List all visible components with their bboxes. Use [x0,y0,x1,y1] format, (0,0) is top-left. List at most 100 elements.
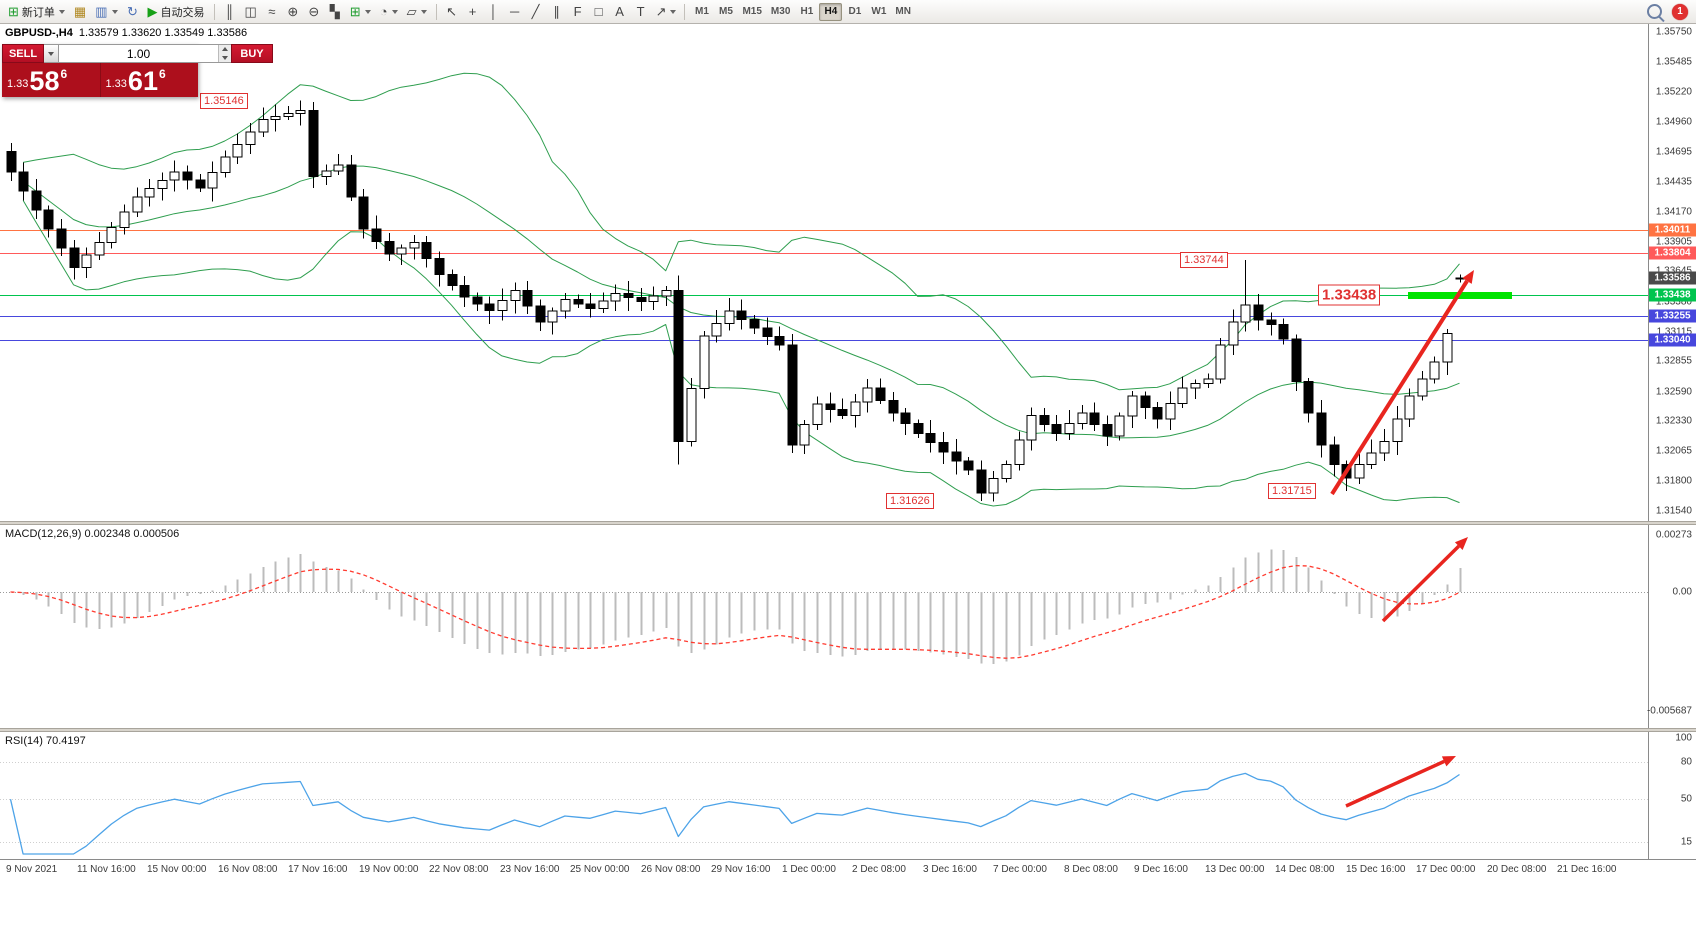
price-axis-tick: 1.32590 [1655,386,1692,398]
time-axis-label: 3 Dec 16:00 [923,864,977,875]
candlestick-chart-button[interactable]: ◫ [241,2,261,22]
time-axis-label: 15 Dec 16:00 [1346,864,1406,875]
text-label-icon: T [636,4,645,19]
time-axis-label: 1 Dec 00:00 [782,864,836,875]
timeframe-w1[interactable]: W1 [867,3,890,21]
autotrading-button[interactable]: ▶ 自动交易 [144,2,209,22]
profiles-button[interactable]: ▥ [91,2,121,22]
timeframe-m30[interactable]: M30 [767,3,794,21]
time-axis-label: 20 Dec 08:00 [1487,864,1547,875]
indicators-icon: ⊞ [349,4,361,19]
volume-increase-button[interactable] [219,45,231,54]
tile-windows-icon: ▚ [329,4,340,19]
equidistant-channel-button[interactable]: ∥ [547,2,567,22]
price-annotation: 1.31626 [886,493,934,509]
trendline-icon: ╱ [531,4,540,19]
new-order-button[interactable]: ⊞ 新订单 [4,2,69,22]
timeframe-mn[interactable]: MN [891,3,915,21]
arrows-button[interactable]: ↗ [652,2,681,22]
price-axis-tick: 1.31540 [1655,505,1692,517]
zoom-out-button[interactable]: ⊖ [304,2,324,22]
autotrading-label: 自动交易 [160,6,205,19]
chart-window-button[interactable]: ▦ [70,2,90,22]
price-tag: 1.33255 [1649,309,1696,323]
toolbar-separator [435,3,437,20]
dropdown-caret-icon [391,9,398,14]
price-annotation: 1.33744 [1180,252,1228,268]
search-icon[interactable] [1647,4,1662,19]
chart-ohlc-header: GBPUSD-,H4 1.33579 1.33620 1.33549 1.3358… [5,27,247,39]
shapes-button[interactable]: □ [589,2,609,22]
vertical-line-button[interactable]: │ [484,2,504,22]
crosshair-icon: + [468,4,477,19]
time-axis-label: 16 Nov 08:00 [218,864,278,875]
notification-badge[interactable]: 1 [1672,3,1688,20]
cursor-icon: ↖ [446,4,458,19]
price-axis-tick: 1.34170 [1655,206,1692,218]
sell-button[interactable]: SELL [2,44,44,63]
periods-button[interactable]: ◔ [376,2,402,22]
refresh-button[interactable]: ↻ [123,2,143,22]
trend-arrow [1345,756,1456,808]
text-button[interactable]: A [610,2,630,22]
candlestick-chart-icon: ◫ [244,4,257,19]
macd-canvas [0,537,1648,665]
horizontal-line-button[interactable]: ─ [505,2,525,22]
toolbar-separator [213,3,215,20]
buy-price-display[interactable]: 1.33 61 6 [99,63,199,97]
order-type-dropdown[interactable] [44,44,59,63]
rsi-axis-tick: 80 [1680,756,1692,768]
trend-arrow [1330,270,1474,496]
new-order-label: 新订单 [21,6,55,19]
price-axis-tick: 1.33115 [1656,326,1692,338]
timeframe-m5[interactable]: M5 [714,3,737,21]
crosshair-button[interactable]: + [463,2,483,22]
symbol-timeframe-label: GBPUSD-,H4 [5,27,73,39]
timeframe-h1[interactable]: H1 [795,3,818,21]
panel-splitter[interactable] [0,521,1696,525]
timeframe-m1[interactable]: M1 [690,3,713,21]
sell-price-prefix: 1.33 [7,78,29,90]
price-axis-tick: 1.32855 [1655,355,1692,367]
new-order-icon: ⊞ [8,4,19,19]
timeframe-h4[interactable]: H4 [819,2,843,21]
indicators-button[interactable]: ⊞ [346,2,375,22]
price-axis-tick: 1.33905 [1655,236,1692,248]
order-controls-row: SELL BUY [2,44,273,63]
time-axis-label: 9 Nov 2021 [6,864,58,875]
price-tag: 1.33438 [1649,288,1696,302]
rsi-axis: 100 80 50 15 [1648,732,1696,859]
price-axis-tick: 1.33380 [1655,296,1692,308]
buy-price-pip: 6 [158,67,166,81]
price-axis-tick: 1.32065 [1655,445,1692,457]
tile-windows-button[interactable]: ▚ [325,2,345,22]
timeframe-m15[interactable]: M15 [738,3,765,21]
periods-icon: ◔ [379,4,388,19]
templates-button[interactable]: ▱ [403,2,431,22]
line-chart-button[interactable]: ≈ [262,2,282,22]
text-label-button[interactable]: T [631,2,651,22]
chart-canvas[interactable] [0,24,1648,521]
text-icon: A [615,4,624,19]
cursor-button[interactable]: ↖ [442,2,462,22]
volume-decrease-button[interactable] [219,53,231,62]
zoom-in-button[interactable]: ⊕ [283,2,303,22]
zoom-in-icon: ⊕ [287,4,299,19]
volume-input[interactable] [59,45,218,62]
fibonacci-button[interactable]: F [568,2,588,22]
price-axis: 1.35750 1.35485 1.35220 1.34960 1.34695 1.344… [1648,24,1696,521]
line-chart-icon: ≈ [268,4,276,19]
trendline-button[interactable]: ╱ [526,2,546,22]
bar-chart-button[interactable]: ║ [220,2,240,22]
price-axis-tick: 1.32330 [1655,415,1692,427]
sell-price-display[interactable]: 1.33 58 6 [2,63,100,97]
horizontal-line-icon: ─ [509,4,520,19]
rsi-label: RSI(14) 70.4197 [5,735,86,747]
timeframe-d1[interactable]: D1 [843,3,866,21]
price-tag: 1.33040 [1649,333,1696,347]
panel-splitter[interactable] [0,728,1696,732]
time-axis-label: 8 Dec 08:00 [1064,864,1118,875]
buy-button[interactable]: BUY [231,44,273,63]
price-tag: 1.33804 [1649,246,1696,260]
